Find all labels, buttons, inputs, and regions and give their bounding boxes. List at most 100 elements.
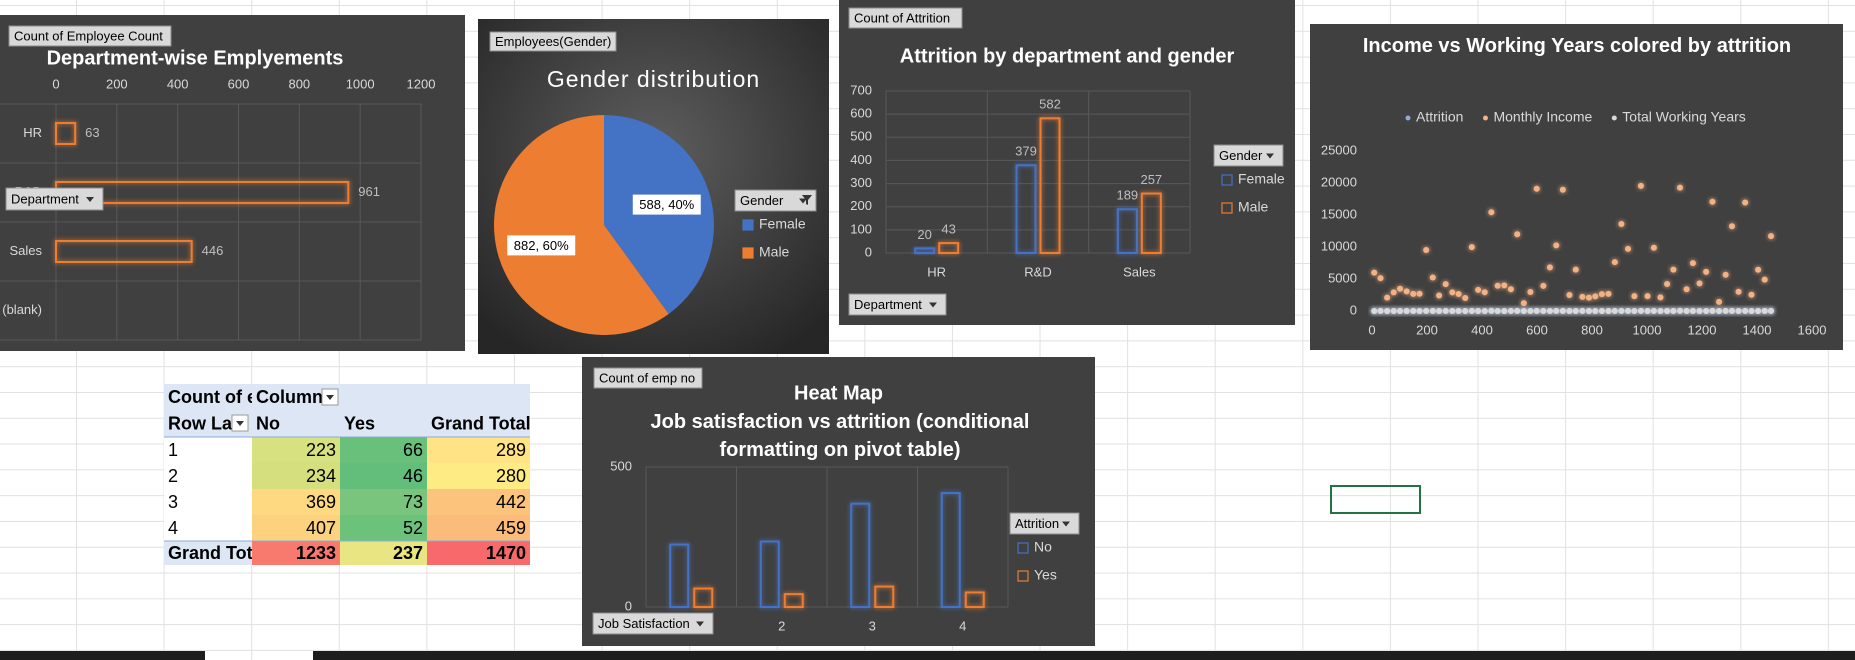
y-tick-label: 20000 <box>1321 174 1357 189</box>
scatter-point <box>1664 280 1671 287</box>
table-cell-text: 46 <box>403 466 423 486</box>
filter-icon <box>802 195 812 205</box>
x-tick-label: 200 <box>106 76 128 91</box>
scatter-point <box>1546 307 1553 314</box>
legend-swatch <box>1221 202 1233 214</box>
x-tick-label: 400 <box>1471 322 1493 337</box>
bar <box>1116 208 1138 254</box>
chart-title: Income vs Working Years colored by attri… <box>1362 35 1792 57</box>
x-tick-label: 1000 <box>1633 322 1662 337</box>
x-tick-label: 1400 <box>1743 322 1772 337</box>
y-tick-label: HR <box>23 125 42 140</box>
scatter-point <box>1507 307 1514 314</box>
scatter-point <box>1585 294 1592 301</box>
scatter-point <box>1611 259 1618 266</box>
table-cell-text: 1470 <box>486 543 526 563</box>
table-cell <box>252 541 340 565</box>
x-tick-label: 4 <box>959 618 966 633</box>
scatter-point <box>1449 289 1456 296</box>
y-tick-label: Sales <box>9 243 42 258</box>
scatter-point <box>1755 266 1762 273</box>
scatter-point <box>1722 307 1729 314</box>
y-tick-label: (blank) <box>2 302 42 317</box>
scatter-point <box>1455 307 1462 314</box>
legend-swatch <box>742 219 754 231</box>
y-tick-label: 700 <box>850 82 872 97</box>
field-button <box>848 7 963 29</box>
legend-label: Male <box>1238 199 1269 215</box>
scatter-point <box>1520 300 1527 307</box>
scatter-point <box>1728 307 1735 314</box>
y-tick-label: 0 <box>625 598 632 613</box>
bar <box>55 240 193 263</box>
x-tick-label: HR <box>927 264 946 279</box>
table-cell-text: 3 <box>168 492 178 512</box>
field-button-label: Employees(Gender) <box>495 34 611 49</box>
data-label: 189 <box>1116 188 1138 203</box>
legend-label: Female <box>759 216 806 232</box>
chart-title: Heat Map <box>794 382 883 404</box>
table-cell-text: Grand Tot <box>168 543 253 563</box>
scatter-point <box>1768 307 1775 314</box>
x-tick-label: 1600 <box>1798 322 1827 337</box>
legend-marker <box>1482 115 1488 121</box>
y-tick-label: 400 <box>850 152 872 167</box>
table-cell <box>340 437 427 463</box>
table-cell-text: 407 <box>306 518 336 538</box>
scatter-point <box>1657 294 1664 301</box>
scatter-point <box>1403 307 1410 314</box>
legend-swatch <box>742 247 754 259</box>
data-label-box <box>507 235 576 256</box>
selected-cell[interactable] <box>1330 485 1421 514</box>
table-cell <box>427 437 530 463</box>
y-tick-label: 0 <box>865 244 872 259</box>
table-cell <box>252 437 340 463</box>
scatter-point <box>1703 268 1710 275</box>
table-cell <box>252 515 340 541</box>
x-tick-label: 200 <box>1416 322 1438 337</box>
dropdown-arrow <box>86 197 94 202</box>
y-tick-label: 10000 <box>1321 238 1357 253</box>
scatter-point <box>1703 307 1710 314</box>
scatter-point <box>1481 289 1488 296</box>
table-cell-text: 237 <box>393 543 423 563</box>
x-tick-label: 0 <box>1368 322 1375 337</box>
scatter-point <box>1533 185 1540 192</box>
table-cell <box>252 489 340 515</box>
x-tick-label: 1200 <box>407 76 436 91</box>
scatter-point <box>1410 307 1417 314</box>
scatter-point <box>1689 260 1696 267</box>
x-tick-label: 600 <box>228 76 250 91</box>
table-cell-text: 1 <box>168 440 178 460</box>
table-cell <box>164 515 252 541</box>
y-tick-label: 500 <box>850 129 872 144</box>
scatter-point <box>1377 307 1384 314</box>
scatter-point <box>1501 307 1508 314</box>
field-button-label: Gender <box>1219 148 1263 163</box>
data-label: 20 <box>917 227 931 242</box>
legend-label: Total Working Years <box>1622 109 1745 125</box>
scatter-point <box>1625 245 1632 252</box>
scatter-point <box>1768 233 1775 240</box>
field-button-label: Attrition <box>1015 516 1059 531</box>
scatter-point <box>1371 307 1378 314</box>
table-cell-text: 66 <box>403 440 423 460</box>
scatter-point <box>1670 266 1677 273</box>
y-tick-label: 25000 <box>1321 142 1357 157</box>
bar <box>1039 117 1061 254</box>
scatter-point <box>1442 307 1449 314</box>
table-cell-text: 289 <box>496 440 526 460</box>
bar <box>669 543 690 608</box>
y-tick-label: 500 <box>610 458 632 473</box>
scatter-point <box>1761 307 1768 314</box>
scatter-point <box>1527 307 1534 314</box>
table-cell-text: 52 <box>403 518 423 538</box>
y-tick-label: 300 <box>850 175 872 190</box>
scatter-point <box>1416 290 1423 297</box>
scatter-point <box>1423 307 1430 314</box>
field-button <box>5 187 104 211</box>
field-button <box>848 293 947 316</box>
scatter-point <box>1742 199 1749 206</box>
table-cell <box>164 437 252 463</box>
table-cell-text: Grand Total <box>431 413 531 433</box>
